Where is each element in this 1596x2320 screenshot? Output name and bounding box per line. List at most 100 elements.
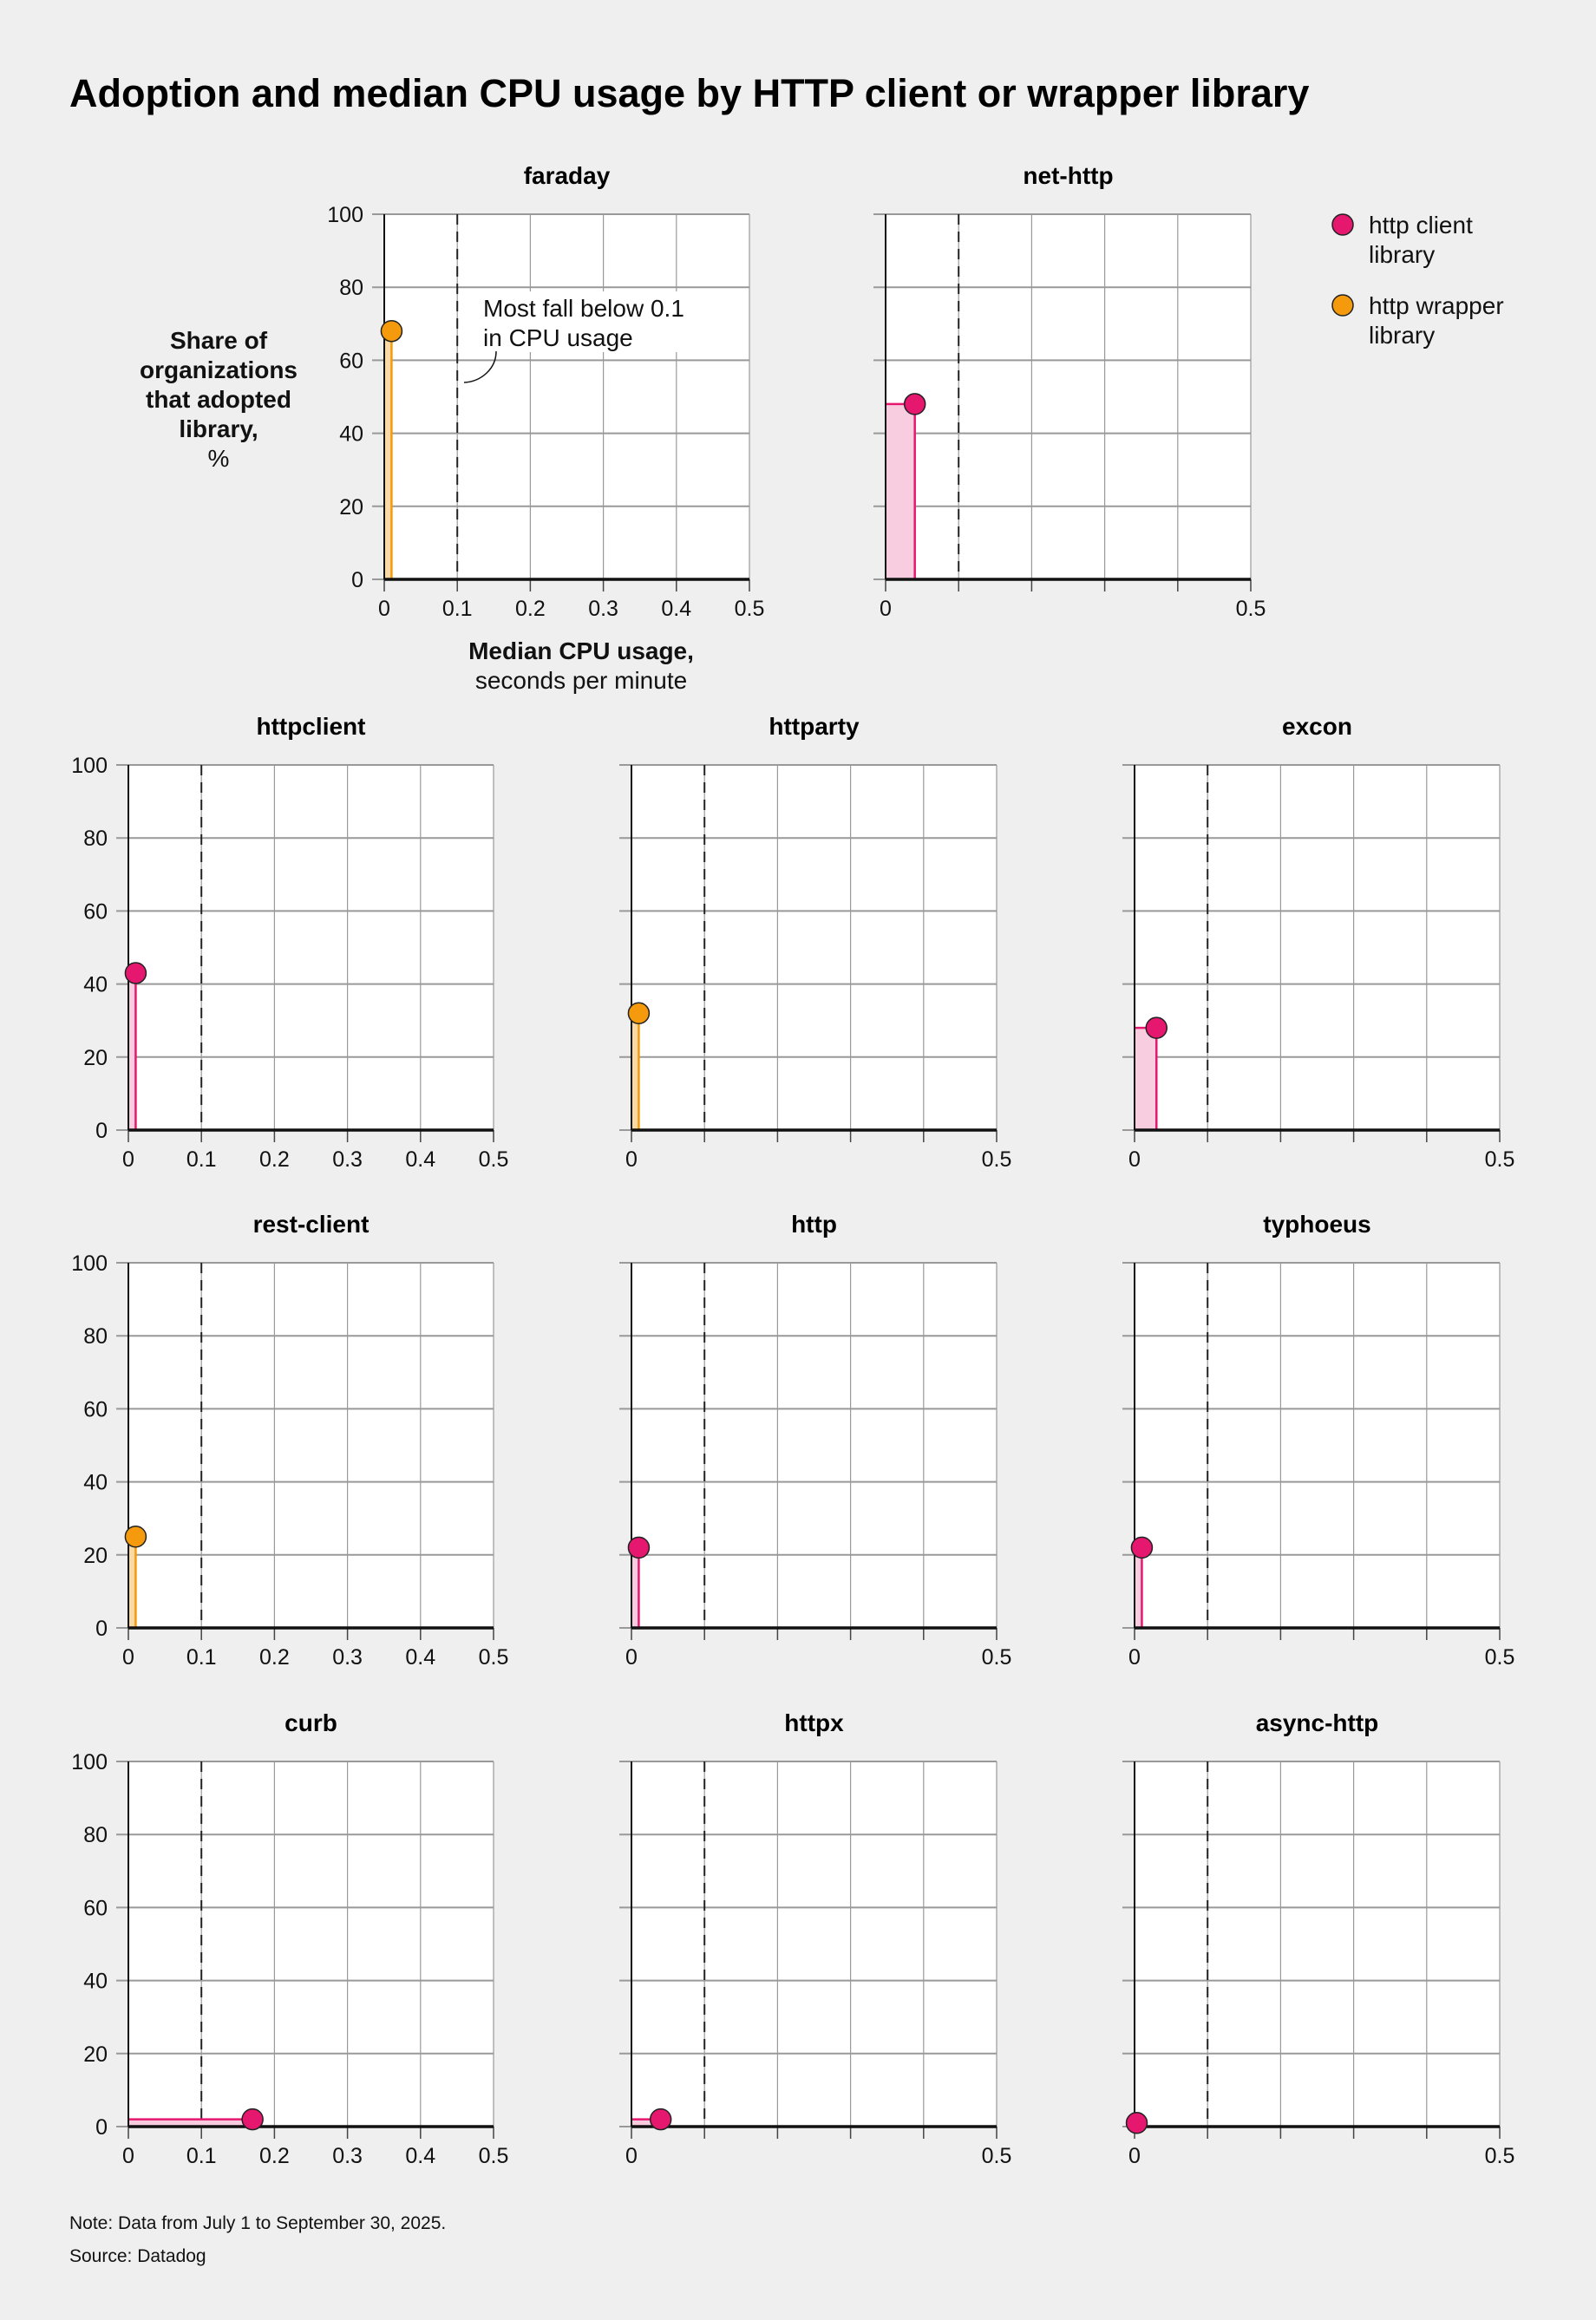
x-tick-label: 0.1 bbox=[186, 2144, 217, 2168]
panel-async-http: async-http 0 0.5 bbox=[1122, 1709, 1514, 2168]
y-tick-label: 80 bbox=[83, 827, 108, 851]
x-axis-label: Median CPU usage, seconds per minute bbox=[468, 637, 694, 694]
legend-label: library bbox=[1369, 322, 1435, 349]
y-tick-label: 0 bbox=[95, 2115, 108, 2140]
x-tick-label: 0.4 bbox=[405, 1147, 435, 1172]
panel-title: net-http bbox=[1023, 162, 1113, 189]
panel-curb: curb 0 0.1 0.2 0.3 0.4 0.5 0 20 40 60 80 100 bbox=[71, 1709, 508, 2168]
adoption-area bbox=[128, 2119, 253, 2127]
x-tick-label: 0.4 bbox=[661, 597, 691, 621]
y-tick-label: 20 bbox=[83, 1544, 108, 1568]
panel-httpx: httpx 0 0.5 bbox=[619, 1709, 1011, 2168]
y-axis-label-line: library, bbox=[179, 415, 258, 442]
x-tick-label: 0.5 bbox=[479, 1147, 509, 1172]
panel-title: excon bbox=[1282, 713, 1352, 740]
y-tick-label: 20 bbox=[83, 1046, 108, 1070]
x-axis-label-line: Median CPU usage, bbox=[468, 637, 694, 664]
panel-title: httpclient bbox=[257, 713, 366, 740]
adoption-area bbox=[128, 1536, 136, 1628]
x-tick-label: 0 bbox=[625, 1147, 638, 1172]
x-tick-label: 0.1 bbox=[442, 597, 473, 621]
chart-title: Adoption and median CPU usage by HTTP cl… bbox=[69, 71, 1309, 115]
y-tick-label: 100 bbox=[71, 754, 108, 778]
data-point bbox=[649, 2108, 672, 2131]
x-tick-label: 0.3 bbox=[332, 2144, 363, 2168]
y-tick-label: 60 bbox=[83, 899, 108, 924]
x-tick-label: 0.3 bbox=[332, 1645, 363, 1670]
x-tick-label: 0 bbox=[1128, 1147, 1141, 1172]
plot-area bbox=[1135, 1263, 1500, 1628]
y-tick-label: 60 bbox=[83, 1397, 108, 1421]
y-axis-label-line: that adopted bbox=[146, 386, 291, 413]
y-tick-label: 80 bbox=[339, 276, 363, 300]
data-point bbox=[1130, 1536, 1154, 1559]
panel-title: curb bbox=[285, 1709, 337, 1736]
y-tick-label: 0 bbox=[95, 1617, 108, 1641]
x-tick-label: 0 bbox=[1128, 1645, 1141, 1670]
x-tick-label: 0.1 bbox=[186, 1147, 217, 1172]
plot-area bbox=[128, 765, 494, 1130]
y-tick-label: 40 bbox=[83, 1471, 108, 1495]
x-axis-label-line: seconds per minute bbox=[475, 667, 687, 694]
adoption-area bbox=[631, 1013, 639, 1130]
plot-area bbox=[128, 1761, 494, 2127]
legend-item-wrapper: http wrapper library bbox=[1331, 292, 1504, 349]
x-tick-label: 0.2 bbox=[259, 1645, 290, 1670]
panel-title: rest-client bbox=[253, 1211, 370, 1238]
data-point bbox=[241, 2108, 264, 2131]
y-tick-label: 60 bbox=[83, 1896, 108, 1920]
x-tick-label: 0.2 bbox=[515, 597, 546, 621]
y-tick-label: 20 bbox=[83, 2042, 108, 2067]
adoption-area bbox=[1135, 1028, 1157, 1130]
panel-net-http: net-http 0 0.5 bbox=[873, 162, 1266, 621]
x-tick-label: 0.5 bbox=[1485, 2144, 1515, 2168]
data-point bbox=[124, 1526, 147, 1548]
panel-rest-client: rest-client 0 0.1 0.2 0.3 0.4 0.5 0 20 40 60 80 100 bbox=[71, 1211, 508, 1670]
legend-swatch-wrapper bbox=[1331, 294, 1354, 317]
plot-area bbox=[631, 765, 997, 1130]
data-point bbox=[1145, 1016, 1168, 1039]
x-tick-label: 0.5 bbox=[982, 2144, 1012, 2168]
panel-title: async-http bbox=[1256, 1709, 1379, 1736]
adoption-area bbox=[384, 330, 392, 579]
x-tick-label: 0.5 bbox=[479, 1645, 509, 1670]
y-tick-label: 40 bbox=[83, 973, 108, 997]
small-multiples: faraday 0 0.1 0.2 0.3 0.4 0.5 0 20 40 60 80 100 net-h… bbox=[71, 162, 1514, 2168]
x-tick-label: 0 bbox=[378, 597, 390, 621]
y-tick-label: 0 bbox=[95, 1119, 108, 1143]
data-point bbox=[124, 962, 147, 984]
panel-http: http 0 0.5 bbox=[619, 1211, 1011, 1670]
y-axis-label: Share of organizations that adopted libr… bbox=[140, 327, 298, 472]
x-tick-label: 0.5 bbox=[479, 2144, 509, 2168]
x-tick-label: 0 bbox=[625, 2144, 638, 2168]
x-tick-label: 0.2 bbox=[259, 1147, 290, 1172]
annotation-line: Most fall below 0.1 bbox=[483, 295, 684, 322]
legend-item-client: http client library bbox=[1331, 212, 1473, 268]
data-point bbox=[627, 1002, 651, 1025]
legend: http client library http wrapper library bbox=[1331, 212, 1504, 349]
legend-swatch-client bbox=[1331, 213, 1354, 236]
legend-label: library bbox=[1369, 241, 1435, 268]
legend-label: http wrapper bbox=[1369, 292, 1504, 319]
source: Source: Datadog bbox=[69, 2246, 206, 2266]
annotation-leader-line bbox=[463, 350, 497, 383]
y-axis-label-line: organizations bbox=[140, 356, 298, 383]
x-tick-label: 0 bbox=[880, 597, 892, 621]
panel-title: httparty bbox=[769, 713, 860, 740]
panel-faraday: faraday 0 0.1 0.2 0.3 0.4 0.5 0 20 40 60 80 100 bbox=[327, 162, 764, 621]
x-tick-label: 0.5 bbox=[982, 1147, 1012, 1172]
panel-excon: excon 0 0.5 bbox=[1122, 713, 1514, 1172]
y-axis-label-line: % bbox=[208, 445, 230, 472]
adoption-area bbox=[886, 403, 915, 579]
x-tick-label: 0.1 bbox=[186, 1645, 217, 1670]
panel-httparty: httparty 0 0.5 bbox=[619, 713, 1011, 1172]
x-tick-label: 0 bbox=[122, 2144, 134, 2168]
x-tick-label: 0.5 bbox=[1236, 597, 1266, 621]
x-tick-label: 0 bbox=[1128, 2144, 1141, 2168]
adoption-area bbox=[1135, 1547, 1142, 1628]
adoption-area bbox=[631, 1547, 639, 1628]
x-tick-label: 0 bbox=[122, 1645, 134, 1670]
panel-typhoeus: typhoeus 0 0.5 bbox=[1122, 1211, 1514, 1670]
annotation: Most fall below 0.1 in CPU usage bbox=[463, 291, 713, 383]
